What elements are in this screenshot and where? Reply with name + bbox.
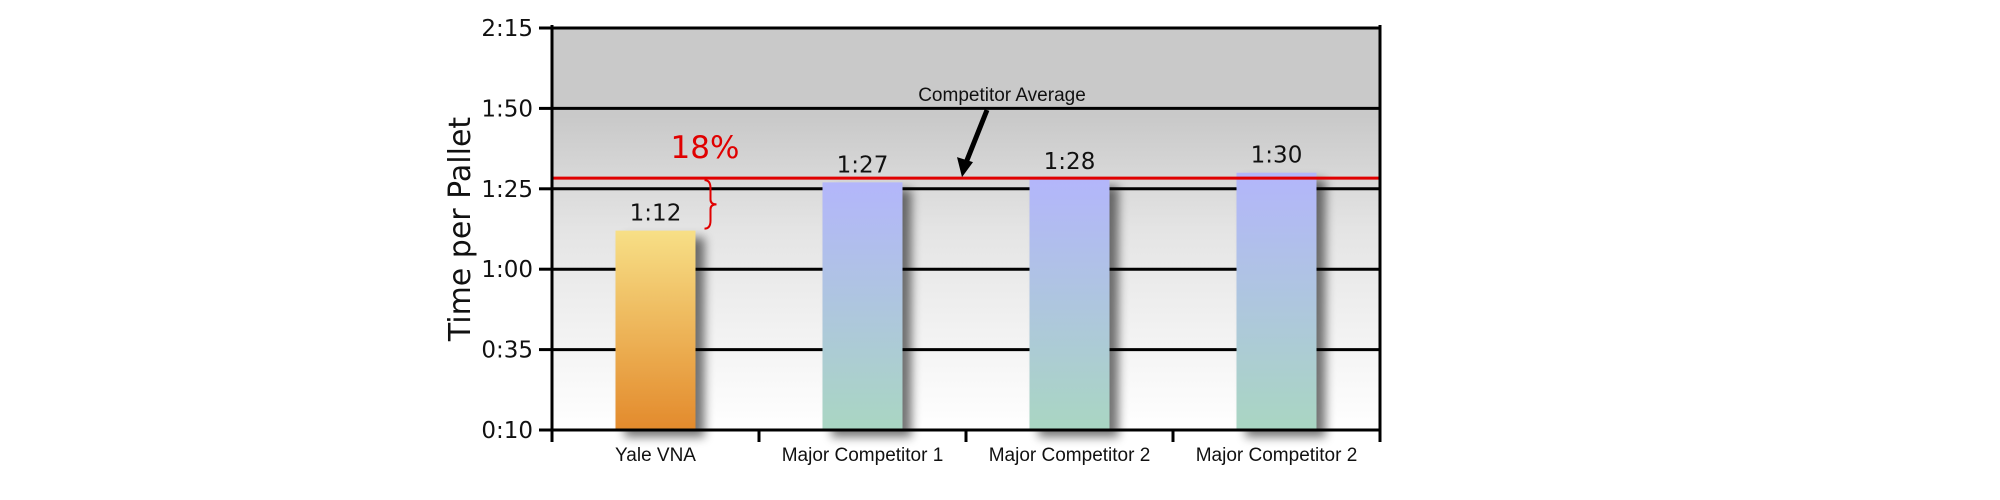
value-labels: 1:12 1:27 1:28 1:30: [630, 143, 1303, 227]
difference-percent-label: 18%: [671, 130, 740, 166]
y-tick-label: 2:15: [481, 16, 533, 42]
bar: [1029, 179, 1110, 430]
y-tick-label: 0:10: [481, 418, 533, 444]
y-axis-label: Time per Pallet: [443, 117, 478, 343]
category-labels: Yale VNA Major Competitor 1 Major Competit…: [615, 445, 1357, 466]
difference-brace: [704, 179, 717, 230]
reference-arrow: [962, 109, 990, 167]
bar: [1236, 172, 1317, 430]
bar: [615, 230, 696, 430]
value-label: 1:30: [1251, 143, 1303, 169]
y-tick-label: 1:25: [481, 177, 533, 203]
category-label: Major Competitor 2: [989, 445, 1151, 466]
value-label: 1:27: [837, 152, 889, 178]
bar: [822, 182, 903, 430]
category-label: Major Competitor 1: [782, 445, 944, 466]
reference-line-label: Competitor Average: [918, 85, 1086, 106]
axes: [539, 25, 1382, 442]
y-tick-label: 1:50: [481, 96, 533, 122]
reference-line-group: Competitor Average 18%: [552, 85, 1380, 230]
reference-arrow-head: [957, 157, 973, 178]
value-label: 1:28: [1044, 149, 1096, 175]
bars: [615, 172, 1317, 430]
category-label: Major Competitor 2: [1196, 445, 1358, 466]
category-label: Yale VNA: [615, 445, 696, 466]
y-tick-labels: 0:10 0:35 1:00 1:25 1:50 2:15: [481, 16, 533, 444]
value-label: 1:12: [630, 201, 682, 227]
y-tick-label: 0:35: [481, 338, 533, 364]
y-tick-label: 1:00: [481, 257, 533, 283]
